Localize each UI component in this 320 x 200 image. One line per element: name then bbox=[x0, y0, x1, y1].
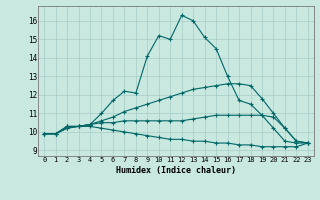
X-axis label: Humidex (Indice chaleur): Humidex (Indice chaleur) bbox=[116, 166, 236, 175]
